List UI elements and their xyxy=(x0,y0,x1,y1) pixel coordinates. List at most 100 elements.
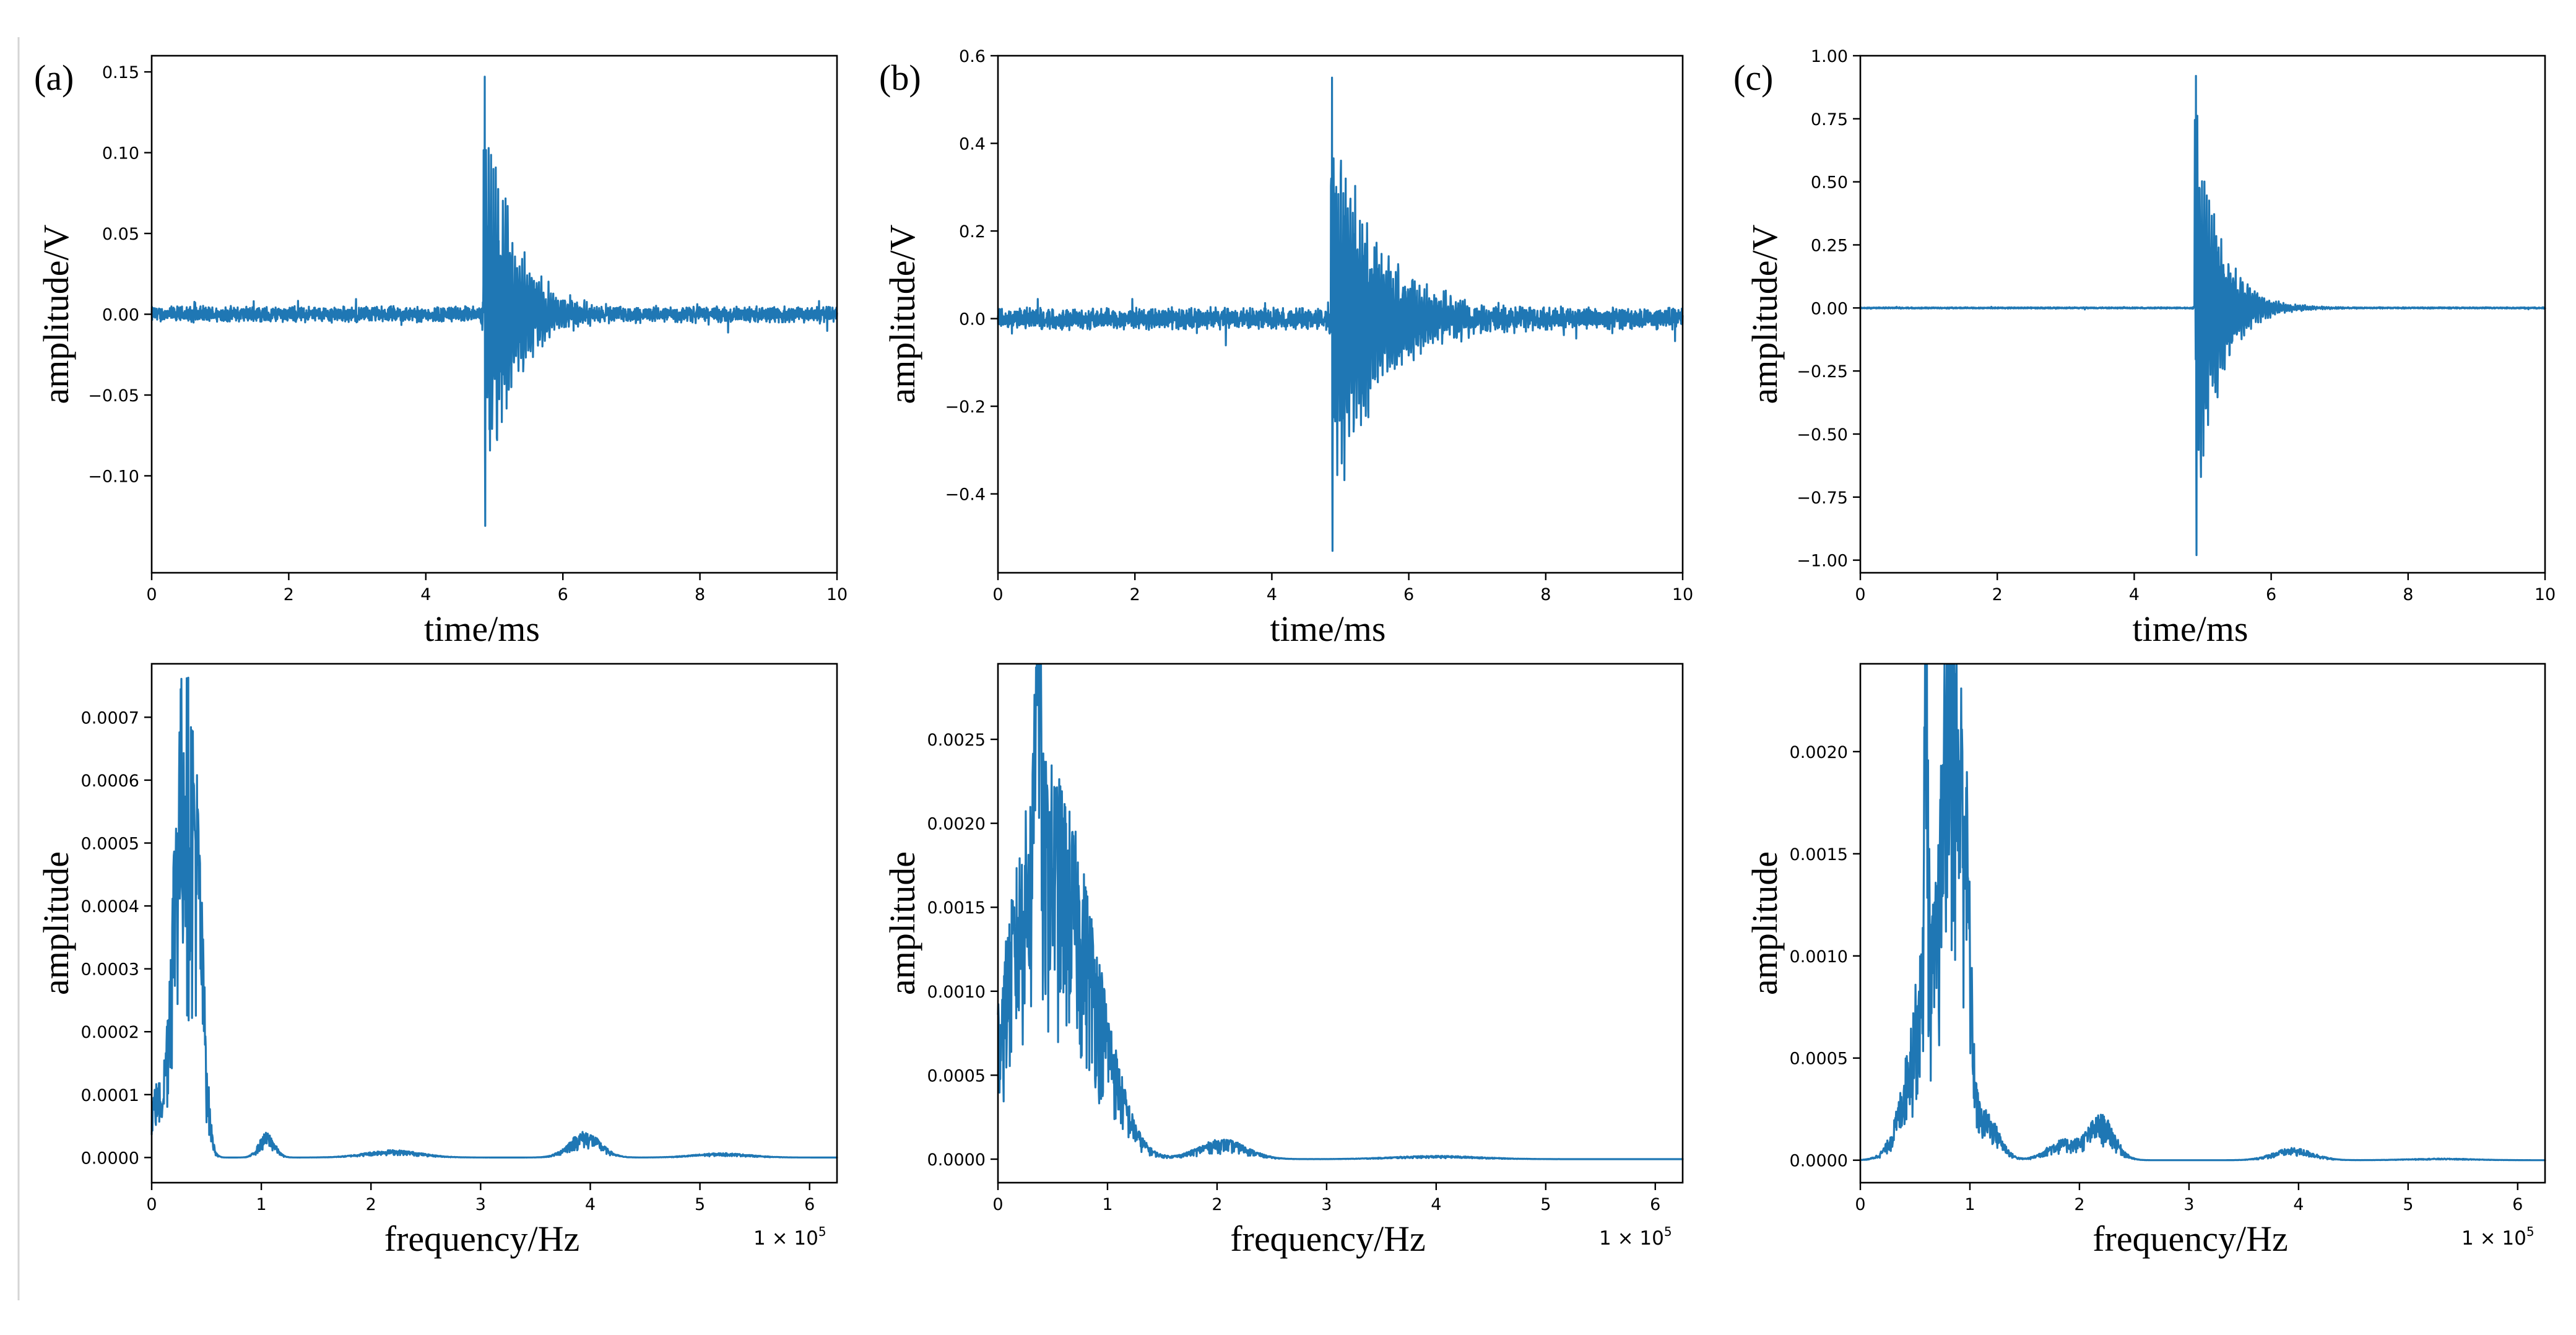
b-time-xtick-label: 10 xyxy=(1672,585,1693,604)
c-time-axes-frame xyxy=(1859,54,2546,574)
a-freq-x-offset-label: 1 × 105 xyxy=(753,1224,826,1250)
b-freq-axes-frame xyxy=(997,663,1684,1184)
b-freq-xtick-label: 1 xyxy=(1102,1195,1112,1214)
b-freq-xtick-label: 3 xyxy=(1321,1195,1332,1214)
a-freq-ytick-label: 0.0001 xyxy=(81,1086,139,1105)
c-time-xtick-label: 0 xyxy=(1855,585,1865,604)
c-freq-ytick-label: 0.0005 xyxy=(1790,1050,1848,1069)
a-freq-xtick-label: 3 xyxy=(475,1195,486,1214)
b-freq-xlabel: frequency/Hz xyxy=(1230,1219,1426,1259)
c-time-series-line xyxy=(1859,75,2546,557)
c-freq-xlabel: frequency/Hz xyxy=(2092,1219,2288,1259)
c-freq-xtick-label: 1 xyxy=(1964,1195,1975,1214)
a-freq-ytick-label: 0.0002 xyxy=(81,1023,139,1042)
c-time-xtick-label: 8 xyxy=(2403,585,2413,604)
b-time-axes-frame xyxy=(997,54,1684,574)
c-freq-ytick-label: 0.0010 xyxy=(1790,947,1848,967)
a-freq-axes-frame xyxy=(150,663,838,1184)
b-time-ytick-label: −0.2 xyxy=(945,398,986,417)
a-freq-ytick-label: 0.0004 xyxy=(81,897,139,916)
b-time-xlabel: time/ms xyxy=(1270,609,1386,649)
b-freq-series-line xyxy=(997,664,1684,1160)
b-time-xtick-label: 0 xyxy=(992,585,1003,604)
b-freq-xtick-label: 5 xyxy=(1540,1195,1551,1214)
a-freq-xlabel: frequency/Hz xyxy=(384,1219,580,1259)
a-freq-series-line xyxy=(150,676,838,1159)
c-time-ytick-label: −1.00 xyxy=(1797,552,1848,571)
c-time-ytick-label: −0.75 xyxy=(1797,489,1848,508)
b-freq-ytick-label: 0.0020 xyxy=(927,815,986,834)
a-time-ylabel: amplitude/V xyxy=(36,224,76,404)
c-freq-ytick-label: 0.0020 xyxy=(1790,743,1848,762)
b-freq-ytick-label: 0.0015 xyxy=(927,898,986,918)
b-time-ytick-label: −0.4 xyxy=(945,485,986,505)
a-freq-ytick-label: 0.0005 xyxy=(81,834,139,853)
a-time-xtick-label: 10 xyxy=(826,585,848,604)
a-time-xtick-label: 6 xyxy=(558,585,568,604)
b-freq-x-offset-label: 1 × 105 xyxy=(1599,1224,1672,1250)
a-time-ytick-label: −0.05 xyxy=(88,386,139,406)
a-freq-ylabel: amplitude xyxy=(36,851,76,995)
b-time-ytick-label: 0.6 xyxy=(959,47,986,66)
c-time-ytick-label: 1.00 xyxy=(1811,47,1848,66)
a-freq-x-offset-exponent: 5 xyxy=(818,1224,826,1239)
b-time-xtick-label: 6 xyxy=(1403,585,1414,604)
a-time-ytick-label: −0.10 xyxy=(88,467,139,486)
c-freq-xtick-label: 4 xyxy=(2293,1195,2304,1214)
a-time-xtick-label: 8 xyxy=(695,585,705,604)
c-time-xtick-label: 10 xyxy=(2535,585,2556,604)
b-freq-ytick-label: 0.0025 xyxy=(927,731,986,750)
c-time-xlabel: time/ms xyxy=(2133,609,2249,649)
c-time-ytick-label: −0.50 xyxy=(1797,425,1848,445)
c-time-ytick-label: −0.25 xyxy=(1797,362,1848,381)
c-freq-x-offset-exponent: 5 xyxy=(2526,1224,2535,1239)
b-time-series-line xyxy=(997,76,1684,552)
a-freq-xtick-label: 1 xyxy=(256,1195,267,1214)
c-time-xtick-label: 2 xyxy=(1992,585,2003,604)
b-time-xtick-label: 4 xyxy=(1267,585,1277,604)
c-freq-xtick-label: 6 xyxy=(2512,1195,2523,1214)
b-time-ytick-label: 0.4 xyxy=(959,135,986,154)
a-time-xtick-label: 2 xyxy=(284,585,294,604)
a-time-ytick-label: 0.15 xyxy=(102,63,139,82)
a-time-xlabel: time/ms xyxy=(424,609,540,649)
c-time-ytick-label: 0.25 xyxy=(1811,236,1848,255)
a-freq-xtick-label: 4 xyxy=(585,1195,596,1214)
b-time-ytick-label: 0.0 xyxy=(959,310,986,329)
a-freq-ytick-label: 0.0006 xyxy=(81,772,139,791)
a-time-series-line xyxy=(150,76,838,527)
b-time-xtick-label: 8 xyxy=(1540,585,1551,604)
a-freq-ytick-label: 0.0003 xyxy=(81,960,139,980)
c-time-xtick-label: 6 xyxy=(2266,585,2276,604)
b-freq-xtick-label: 2 xyxy=(1212,1195,1222,1214)
a-freq-ytick-label: 0.0000 xyxy=(81,1149,139,1168)
c-freq-xtick-label: 2 xyxy=(2074,1195,2084,1214)
c-time-ytick-label: 0.50 xyxy=(1811,173,1848,193)
a-freq-xtick-label: 6 xyxy=(804,1195,815,1214)
b-freq-x-offset-exponent: 5 xyxy=(1664,1224,1672,1239)
c-time-ytick-label: 0.00 xyxy=(1811,299,1848,318)
a-freq-xtick-label: 0 xyxy=(146,1195,157,1214)
c-freq-xtick-label: 0 xyxy=(1855,1195,1865,1214)
c-freq-xtick-label: 5 xyxy=(2403,1195,2413,1214)
a-time-xtick-label: 0 xyxy=(146,585,157,604)
b-freq-xtick-label: 0 xyxy=(992,1195,1003,1214)
b-freq-ytick-label: 0.0005 xyxy=(927,1066,986,1085)
b-freq-xtick-label: 6 xyxy=(1650,1195,1660,1214)
a-time-xtick-label: 4 xyxy=(420,585,431,604)
a-time-ytick-label: 0.05 xyxy=(102,225,139,244)
b-freq-ylabel: amplitude xyxy=(882,851,922,995)
b-time-panel-label: (b) xyxy=(879,58,921,98)
c-time-xtick-label: 4 xyxy=(2129,585,2140,604)
c-freq-ytick-label: 0.0015 xyxy=(1790,845,1848,864)
c-time-ylabel: amplitude/V xyxy=(1745,224,1785,404)
c-time-ytick-label: 0.75 xyxy=(1811,110,1848,129)
c-freq-x-offset-label: 1 × 105 xyxy=(2461,1224,2535,1250)
b-freq-ytick-label: 0.0010 xyxy=(927,983,986,1002)
a-freq-xtick-label: 5 xyxy=(695,1195,705,1214)
b-time-ylabel: amplitude/V xyxy=(882,224,922,404)
a-freq-xtick-label: 2 xyxy=(366,1195,376,1214)
c-freq-ylabel: amplitude xyxy=(1745,851,1785,995)
